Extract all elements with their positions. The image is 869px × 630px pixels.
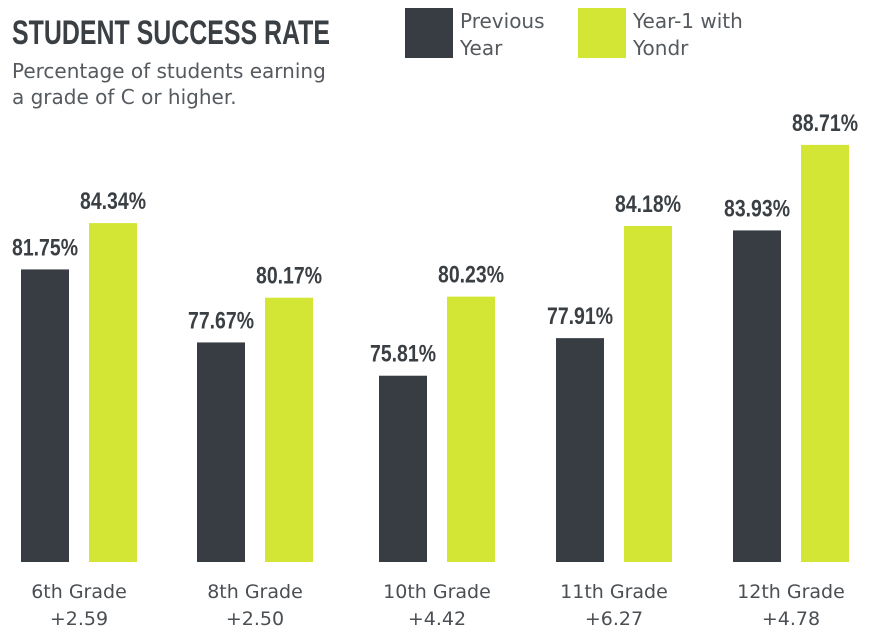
difference-label: +2.50	[226, 608, 284, 630]
x-tick-label: 8th Grade	[207, 581, 303, 603]
value-label: 77.67%	[188, 307, 254, 334]
bar	[556, 338, 604, 562]
bar	[733, 230, 781, 562]
bar	[447, 296, 495, 562]
x-tick-label: 11th Grade	[560, 581, 668, 603]
bar	[197, 342, 245, 562]
chart-subtitle: Percentage of students earning a grade o…	[12, 59, 326, 109]
value-label: 83.93%	[724, 195, 790, 222]
difference-label: +2.59	[50, 608, 108, 630]
difference-label: +4.42	[408, 608, 466, 630]
bar	[379, 375, 427, 562]
chart-title: STUDENT SUCCESS RATE	[12, 14, 330, 52]
value-label: 77.91%	[547, 303, 613, 330]
value-label: 75.81%	[370, 341, 436, 368]
x-tick-label: 12th Grade	[737, 581, 845, 603]
value-label: 80.17%	[256, 263, 322, 290]
bar	[801, 144, 849, 562]
bar	[89, 223, 137, 562]
value-label: 81.75%	[12, 234, 78, 261]
bar	[624, 225, 672, 562]
bar	[21, 269, 69, 562]
legend-label: Year-1 with Yondr	[633, 9, 743, 60]
value-label: 88.71%	[792, 110, 858, 137]
bar	[265, 297, 313, 562]
difference-label: +6.27	[585, 608, 643, 630]
value-label: 84.34%	[80, 188, 146, 215]
legend-swatch	[578, 8, 626, 58]
legend-swatch	[405, 8, 453, 58]
value-label: 80.23%	[438, 262, 504, 289]
value-label: 84.18%	[615, 191, 681, 218]
x-tick-label: 6th Grade	[31, 581, 127, 603]
difference-label: +4.78	[762, 608, 820, 630]
legend-label: Previous Year	[460, 9, 545, 60]
x-tick-label: 10th Grade	[383, 581, 491, 603]
